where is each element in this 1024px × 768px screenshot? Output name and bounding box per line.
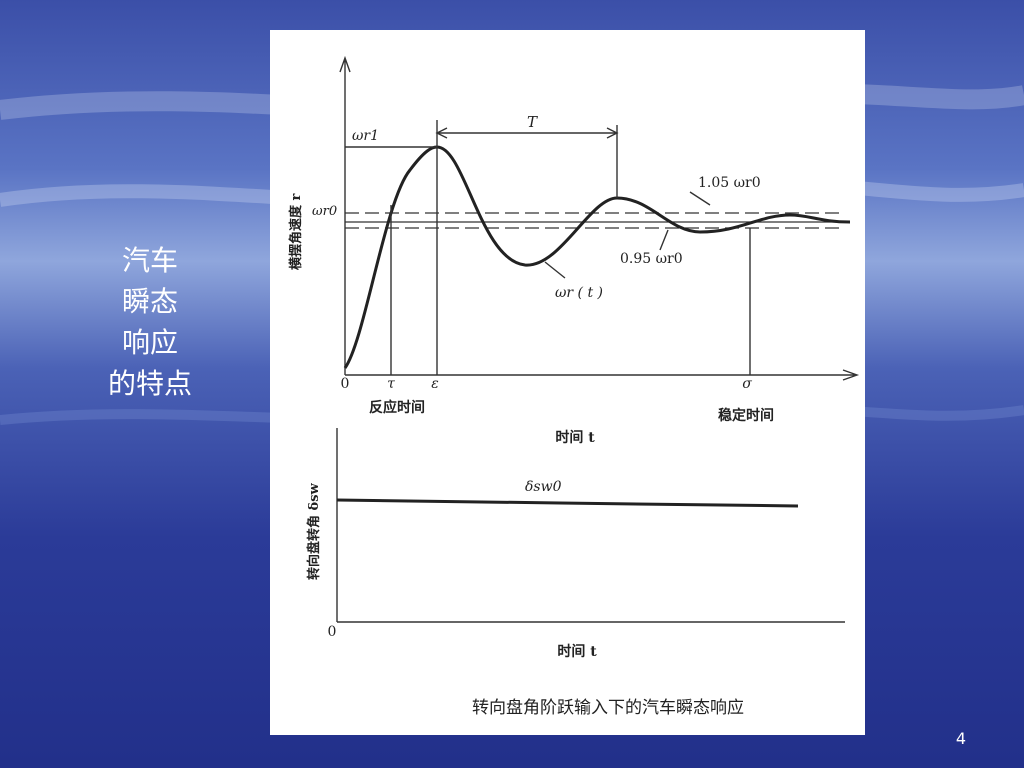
annotation: 1.05 ωr0 [698,175,761,191]
step-input-line [336,498,799,508]
side-title-line: 的特点 [107,367,192,400]
x-label: σ [742,376,752,392]
axes [339,55,860,381]
figure-caption: 转向盘角阶跃输入下的汽车瞬态响应 [472,698,744,718]
x-label: τ [387,376,395,392]
y-axis-label: 转向盘转角 δsw [306,482,322,580]
x-caption: 反应时间 [369,399,425,416]
side-title-line: 汽车 [121,244,178,277]
annotation: ωr1 [352,128,379,144]
side-title: 汽车 瞬态 响应 的特点 [100,240,200,404]
y-axis-label: 横摆角速度 r [288,193,304,270]
side-title-line: 响应 [121,326,178,359]
response-curve [343,145,851,369]
annotation: T [527,113,538,131]
level-label: δsw0 [525,479,562,495]
period-arrow [435,127,619,139]
side-title-line: 瞬态 [121,285,178,318]
origin-label: 0 [328,624,337,640]
annotation: 0.95 ωr0 [620,251,683,267]
x-label: 0 [341,376,350,392]
figure: ωr1 ωr0 T 1.05 ωr0 0.95 ωr0 ωr ( t ) 横摆角… [270,30,865,735]
x-label: ε [431,376,439,392]
annotation: ωr0 [312,204,337,219]
x-axis-label: 时间 t [555,429,595,446]
x-axis-label: 时间 t [557,643,597,660]
x-caption: 稳定时间 [718,407,774,424]
page-number: 4 [955,729,966,748]
annotation: ωr ( t ) [555,285,603,301]
axes [336,428,845,623]
guide-lines [345,120,751,375]
tolerance-band [345,212,845,229]
leader-lines [544,191,711,279]
